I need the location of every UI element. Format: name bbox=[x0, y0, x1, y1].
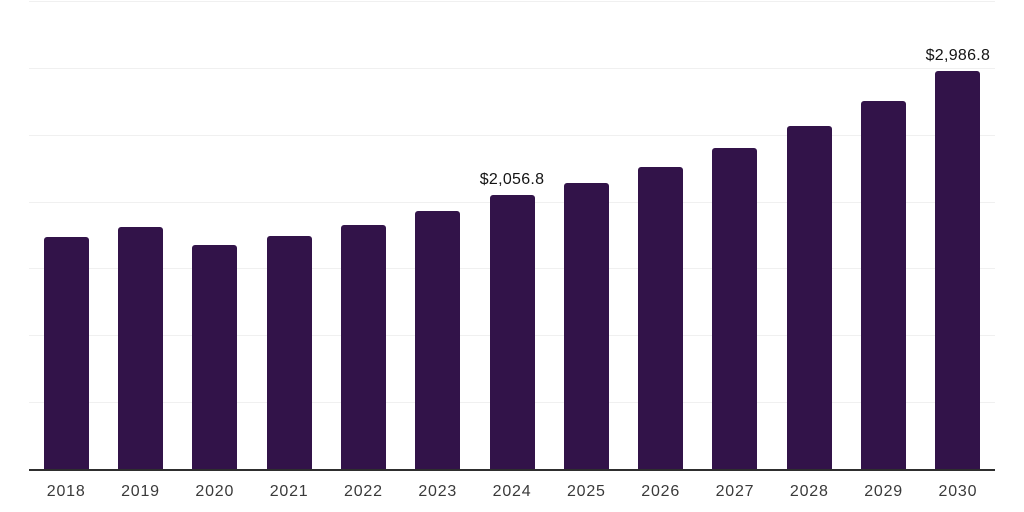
bar-slot-2027 bbox=[698, 2, 772, 470]
bar-2019 bbox=[117, 226, 163, 470]
bar-series: $2,056.8 $2,986.8 bbox=[29, 2, 995, 470]
x-axis-line bbox=[29, 469, 995, 471]
x-tick-2029: 2029 bbox=[864, 483, 903, 500]
bar-2024: $2,056.8 bbox=[480, 171, 544, 470]
x-axis-labels: 2018 2019 2020 2021 2022 2023 2024 2025 2026 2027… bbox=[29, 483, 995, 501]
bar-slot-2023 bbox=[401, 2, 475, 470]
bar-slot-2028 bbox=[772, 2, 846, 470]
bar-2018 bbox=[43, 236, 89, 470]
x-tick-2022: 2022 bbox=[344, 483, 383, 500]
bar-slot-2030: $2,986.8 bbox=[921, 2, 995, 470]
x-tick-2028: 2028 bbox=[789, 483, 829, 500]
gridline-3500 bbox=[29, 1, 995, 2]
bar-slot-2022 bbox=[326, 2, 400, 470]
bar-2022 bbox=[340, 225, 386, 470]
bar-2029 bbox=[861, 100, 907, 470]
bar-2025 bbox=[563, 182, 609, 470]
x-tick-2030: 2030 bbox=[938, 483, 978, 500]
x-tick-2023: 2023 bbox=[418, 483, 458, 500]
bar-2021 bbox=[266, 236, 312, 470]
x-tick-2027: 2027 bbox=[715, 483, 755, 500]
value-label-2024: $2,056.8 bbox=[479, 170, 545, 188]
x-tick-2024: 2024 bbox=[492, 483, 532, 500]
plot-area: $2,056.8 $2,986.8 bbox=[29, 1, 995, 470]
bar-slot-2021 bbox=[252, 2, 326, 470]
bar-slot-2020 bbox=[178, 2, 252, 470]
bar-slot-2025 bbox=[549, 2, 623, 470]
bar-2020 bbox=[192, 245, 238, 470]
gridline-3000 bbox=[29, 67, 995, 69]
bar-2023 bbox=[415, 211, 461, 470]
x-tick-2020: 2020 bbox=[195, 483, 235, 500]
gridline-2500 bbox=[29, 134, 995, 136]
bar-slot-2024: $2,056.8 bbox=[475, 2, 549, 470]
x-tick-2025: 2025 bbox=[566, 483, 606, 500]
bar-2028 bbox=[786, 125, 832, 470]
bar-2027 bbox=[712, 147, 758, 470]
x-tick-2021: 2021 bbox=[269, 483, 309, 500]
bar-slot-2026 bbox=[624, 2, 698, 470]
bar-slot-2019 bbox=[103, 2, 177, 470]
x-tick-2018: 2018 bbox=[46, 483, 86, 500]
bar-slot-2018 bbox=[29, 2, 103, 470]
bar-2030: $2,986.8 bbox=[926, 47, 990, 470]
x-tick-2019: 2019 bbox=[121, 483, 160, 500]
bar-2026 bbox=[638, 167, 684, 470]
value-label-2030: $2,986.8 bbox=[925, 46, 991, 64]
x-tick-2026: 2026 bbox=[641, 483, 681, 500]
bar-slot-2029 bbox=[846, 2, 920, 470]
